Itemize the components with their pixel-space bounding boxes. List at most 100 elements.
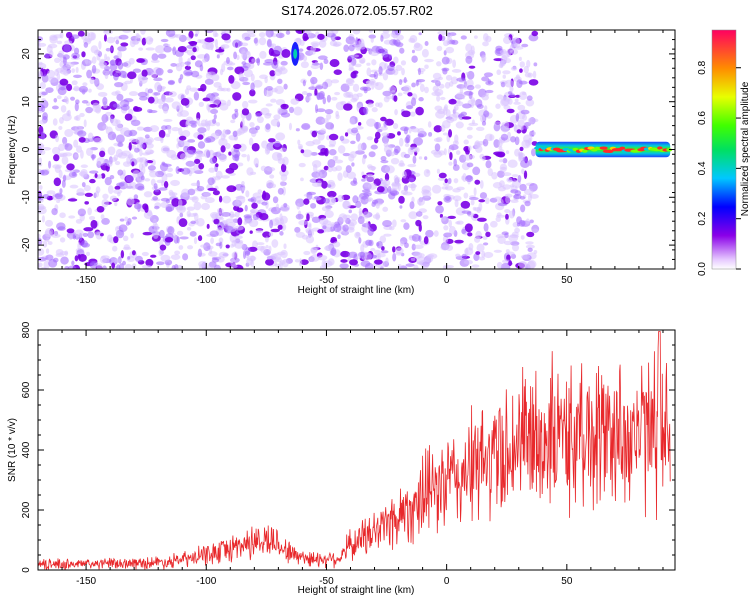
spectrogram-xtick-label: 0: [444, 275, 450, 286]
spectrogram-speckle: [230, 80, 241, 90]
spectrogram-speckle: [186, 206, 195, 211]
spectrogram-speckle: [483, 251, 494, 259]
spectrogram-speckle: [52, 164, 62, 169]
spectrogram-speckle: [153, 136, 164, 141]
spectrogram-speckle: [348, 251, 358, 259]
spectrogram-speckle: [164, 237, 174, 243]
spectrogram-speckle: [137, 91, 148, 98]
spectrogram-speckle: [42, 147, 52, 151]
spectrogram-speckle: [71, 80, 78, 86]
spectrogram-speckle: [358, 38, 365, 48]
spectrogram-speckle: [218, 251, 229, 258]
spectrogram-speckle: [329, 59, 340, 68]
spectrogram-speckle: [73, 85, 80, 92]
spectrogram-speckle: [330, 247, 337, 257]
colorbar-tick-label: 0.0: [697, 262, 708, 276]
spectrogram-speckle: [38, 103, 44, 112]
spectrogram-speckle: [321, 118, 329, 124]
spectrogram-speckle: [260, 245, 267, 253]
spectrogram-speckle: [168, 126, 172, 135]
colorbar-tick-label: 0.4: [697, 161, 708, 175]
spectrogram-speckle: [519, 195, 526, 200]
spectrogram-speckle: [193, 91, 200, 101]
spectrogram-speckle: [392, 252, 397, 262]
spectrogram-speckle: [54, 57, 61, 63]
spectrogram-speckle: [358, 237, 362, 244]
spectrogram-speckle: [96, 263, 103, 269]
spectrogram-speckle: [103, 34, 107, 42]
spectrogram-speckle: [86, 251, 90, 256]
spectrogram-speckle: [113, 189, 123, 194]
snr-ytick-label: 400: [21, 441, 32, 458]
spectrogram-speckle: [265, 258, 274, 266]
spectrogram-speckle: [262, 231, 271, 238]
spectrogram-speckle: [64, 40, 73, 45]
spectrogram-speckle: [237, 217, 243, 226]
spectrogram-speckle: [212, 190, 220, 196]
spectrogram-speckle: [69, 235, 73, 240]
spectrogram-speckle: [517, 175, 522, 183]
spectrogram-speckle: [280, 60, 288, 66]
spectrogram-speckle: [410, 146, 414, 150]
spectrogram-speckle: [367, 102, 374, 108]
spectrogram-speckle: [383, 39, 392, 45]
spectrogram-speckle: [248, 137, 254, 146]
spectrogram-speckle: [141, 69, 148, 78]
spectrogram-speckle: [465, 55, 473, 64]
spectrogram-speckle: [433, 78, 440, 84]
spectrogram-speckle: [106, 56, 111, 62]
spectrogram-speckle: [144, 134, 150, 139]
spectrogram-speckle: [71, 52, 80, 59]
spectrogram-speckle: [261, 140, 268, 149]
spectrogram-speckle: [288, 122, 293, 131]
spectrogram-speckle: [417, 133, 424, 138]
spectrogram-speckle: [333, 223, 342, 233]
spectrogram-speckle: [111, 262, 116, 269]
spectrogram-speckle: [519, 183, 527, 192]
spectrogram-speckle: [385, 95, 394, 100]
spectrogram-speckle: [179, 153, 188, 161]
spectrogram-speckle: [443, 148, 447, 156]
spectrogram-speckle: [242, 250, 246, 260]
spectrogram-speckle: [114, 81, 124, 88]
spectrogram-speckle: [526, 231, 535, 238]
spectrogram-speckle: [271, 239, 279, 248]
spectrogram-speckle: [117, 152, 128, 159]
spectrogram-speckle: [524, 72, 532, 78]
spectrogram-speckle: [365, 173, 375, 183]
spectrogram-speckle: [355, 132, 361, 142]
spectrogram-ytick-label: -10: [21, 190, 32, 205]
spectrogram-speckle: [167, 226, 175, 235]
spectrogram-speckle: [122, 30, 132, 34]
spectrogram-speckle: [189, 120, 198, 125]
spectrogram-speckle: [94, 173, 98, 179]
spectrogram-speckle: [177, 199, 183, 208]
spectrogram-speckle: [270, 183, 277, 188]
spectrogram-speckle: [382, 72, 389, 81]
spectrogram-speckle: [85, 106, 93, 114]
spectrogram-speckle: [300, 61, 309, 69]
spectrogram-speckle: [402, 170, 407, 179]
spectrogram-speckle: [80, 168, 88, 178]
spectrogram-speckle: [320, 147, 328, 155]
spectrogram-speckle: [509, 85, 514, 93]
spectrogram-speckle: [102, 69, 111, 76]
spectrogram-speckle: [145, 258, 154, 267]
spectrogram-speckle: [342, 200, 350, 209]
spectrogram-speckle: [268, 245, 272, 253]
spectrogram-speckle: [64, 143, 73, 151]
spectrogram-speckle: [145, 36, 154, 45]
spectrogram-speckle: [311, 216, 321, 223]
spectrogram-speckle: [463, 192, 469, 199]
spectrogram-speckle: [380, 155, 387, 162]
spectrogram-speckle: [514, 227, 520, 234]
spectrogram-speckle: [471, 119, 475, 125]
spectrogram-plot-area: [38, 30, 673, 269]
spectrogram-speckle: [385, 257, 389, 265]
spectrogram-speckle: [273, 45, 282, 55]
spectrogram-speckle: [243, 221, 247, 225]
spectrogram-speckle: [392, 246, 396, 253]
spectrogram-speckle: [204, 197, 215, 204]
spectrogram-speckle: [529, 193, 539, 199]
spectrogram-speckle: [196, 185, 205, 192]
